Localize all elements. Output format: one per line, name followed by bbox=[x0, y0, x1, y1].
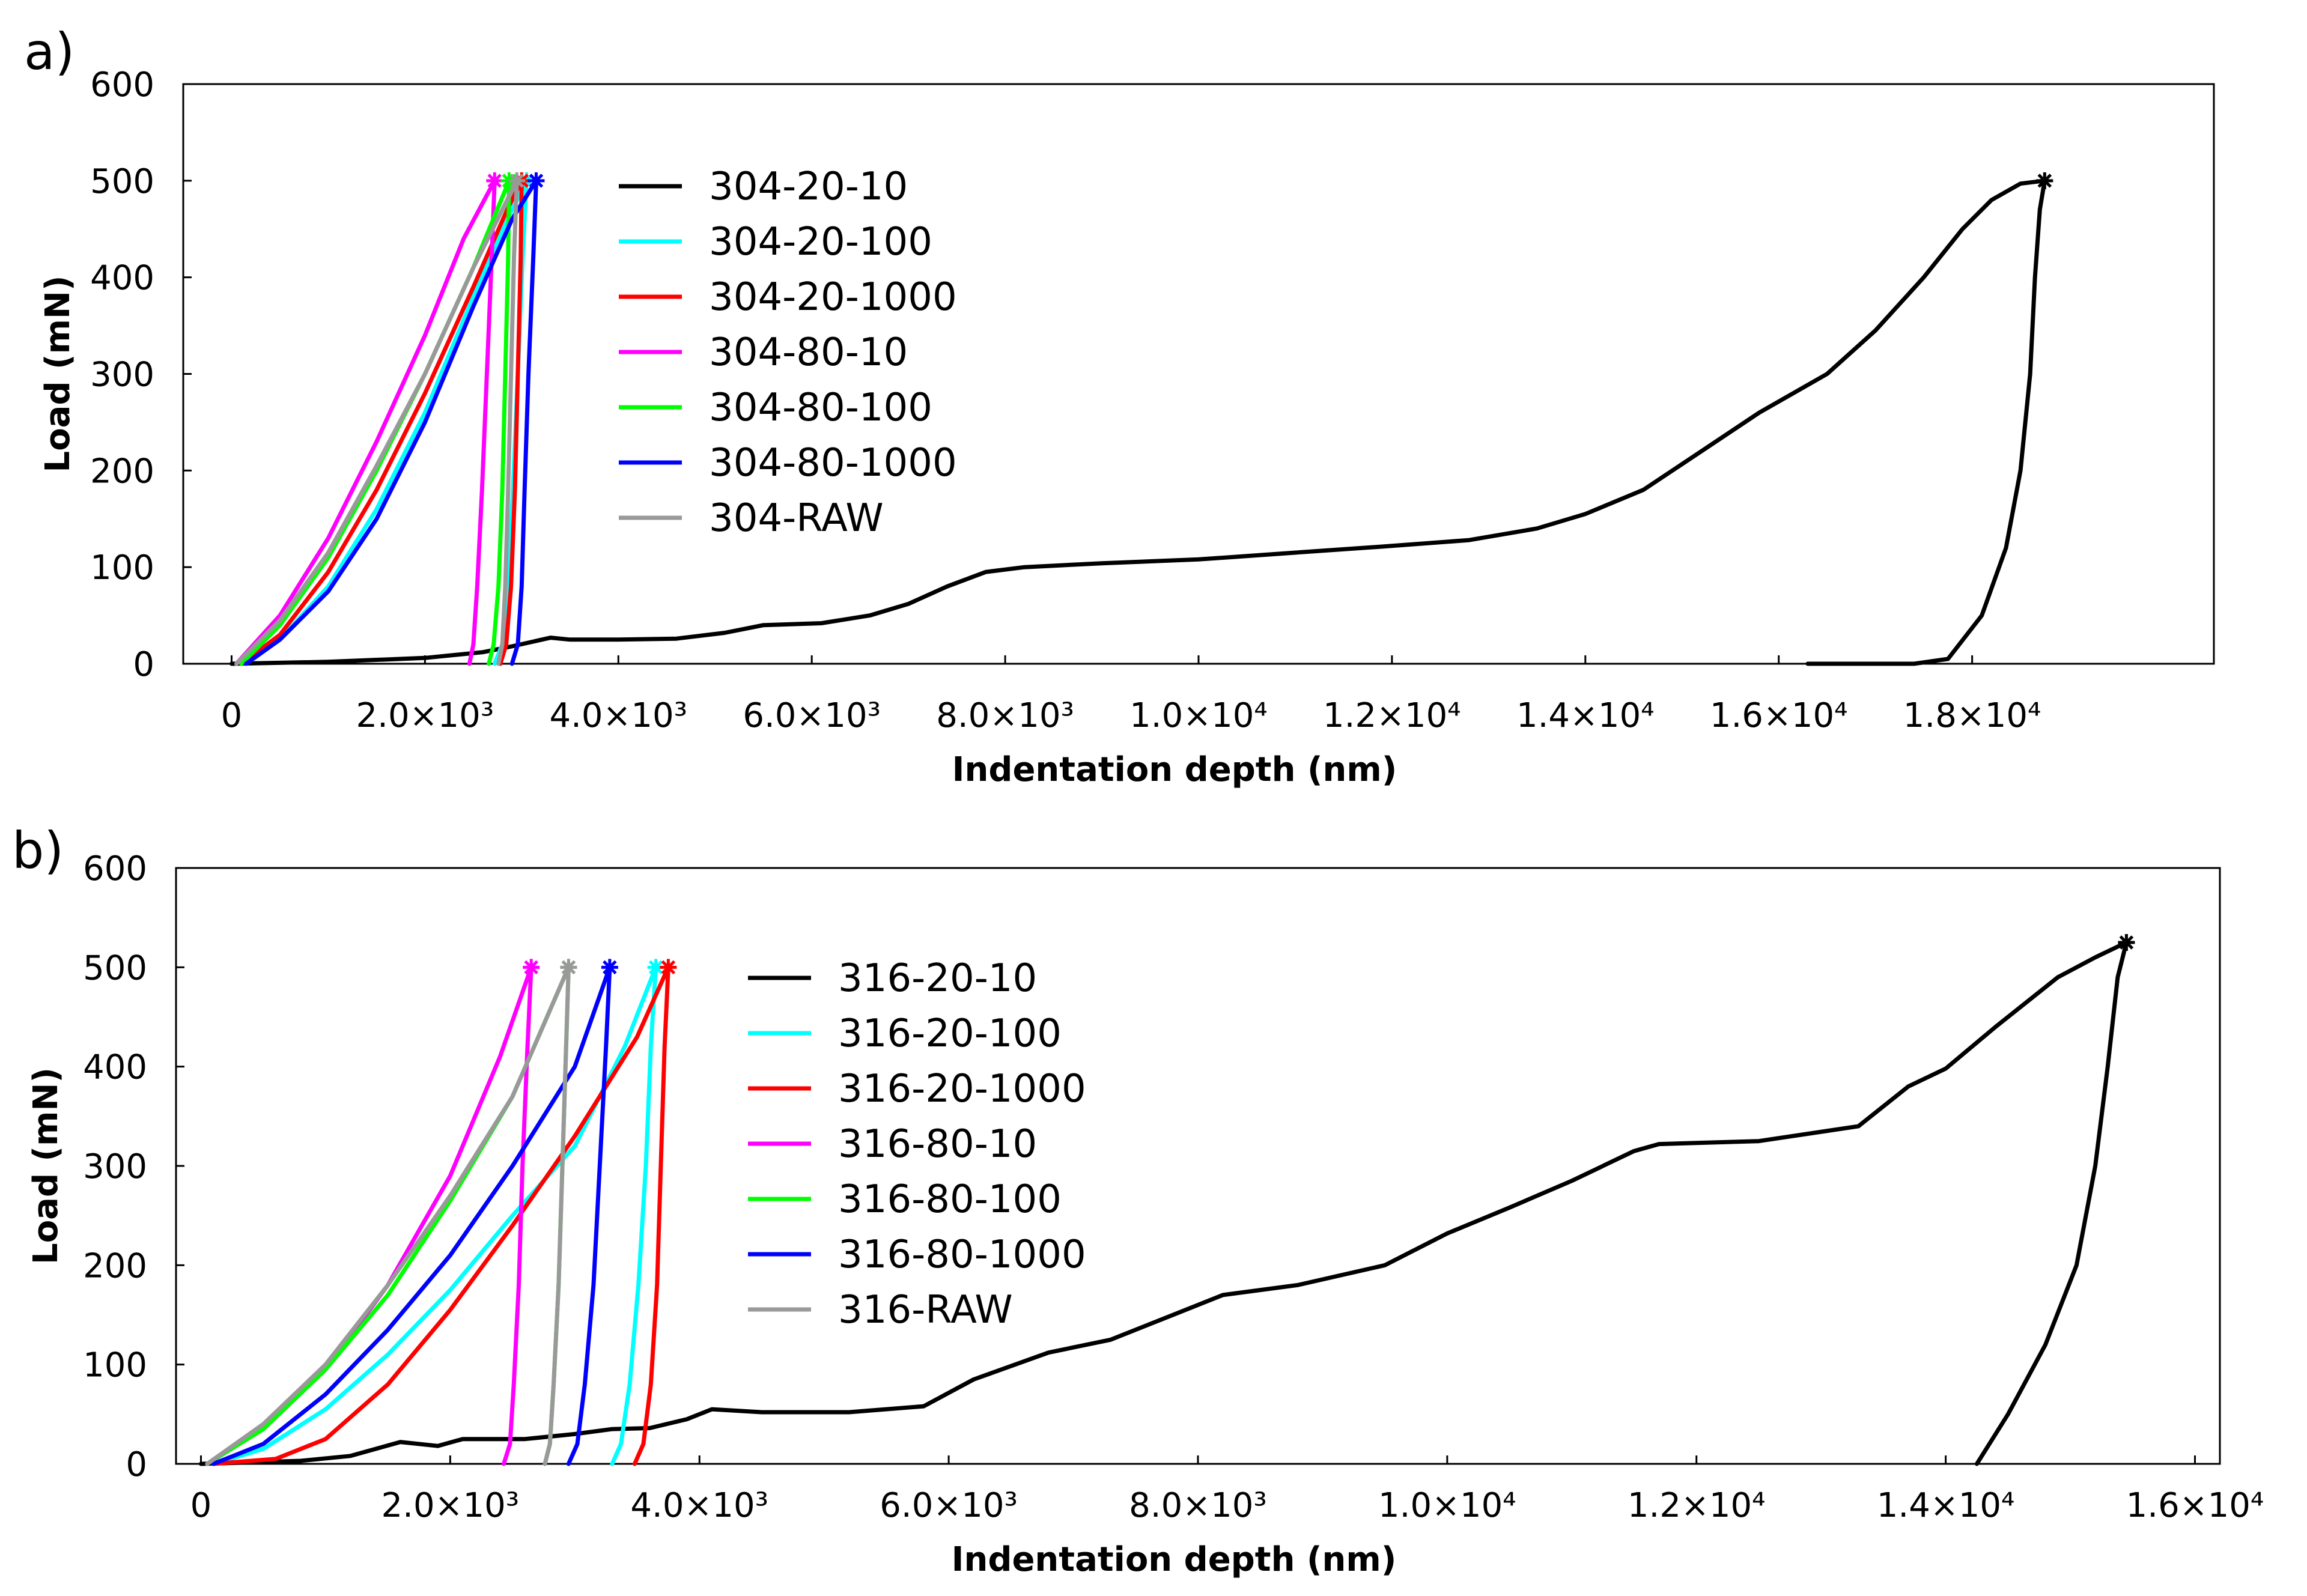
legend-label: 316-20-10 bbox=[838, 956, 1037, 1001]
series-line-304-20-10 bbox=[229, 178, 2047, 666]
panel-label: a) bbox=[24, 22, 74, 81]
chart-a: a) 0 100 200 300 400 500 600 0 2.0×10³ 4.0×10³ 6.0×… bbox=[24, 22, 2215, 789]
panel-label: b) bbox=[12, 821, 64, 880]
x-tick-label: 1.4×10⁴ bbox=[1877, 1486, 2015, 1525]
series-line-304-80-100 bbox=[239, 178, 511, 666]
series-line-316-80-10 bbox=[205, 965, 533, 1466]
series-line-304-80-1000 bbox=[244, 178, 538, 666]
series-line-316-20-1000 bbox=[211, 965, 670, 1466]
y-tick-label: 100 bbox=[90, 548, 154, 587]
legend-label: 304-80-10 bbox=[709, 330, 908, 375]
x-tick-label: 8.0×10³ bbox=[936, 696, 1074, 735]
series-line-304-20-100 bbox=[244, 178, 529, 666]
y-tick-label: 200 bbox=[90, 452, 154, 491]
y-tick-label: 300 bbox=[90, 356, 154, 395]
series-line-316-80-1000 bbox=[211, 965, 612, 1466]
x-axis-label: Indentation depth (nm) bbox=[952, 1540, 1397, 1579]
x-tick-label: 0 bbox=[221, 696, 243, 735]
legend-label: 304-80-1000 bbox=[709, 441, 957, 485]
plot-frame bbox=[175, 867, 2221, 1465]
y-axis-label: Load (mN) bbox=[26, 1067, 65, 1264]
chart-b: b) 0 100 200 300 400 500 600 0 2.0×10³ 4.0×10³ 6.0×… bbox=[12, 821, 2264, 1579]
peak-marker-316-RAW bbox=[560, 959, 577, 976]
legend-label: 304-80-100 bbox=[709, 386, 932, 430]
series-line-316-20-10 bbox=[199, 940, 2129, 1466]
x-tick-label: 1.0×10⁴ bbox=[1129, 696, 1268, 735]
legend-label: 304-20-100 bbox=[709, 220, 932, 264]
series-line-316-20-100 bbox=[211, 965, 658, 1466]
peak-marker-316-20-10 bbox=[2118, 934, 2135, 951]
x-tick-label: 1.0×10⁴ bbox=[1378, 1486, 1516, 1525]
x-tick-label: 6.0×10³ bbox=[880, 1486, 1018, 1525]
legend-label: 316-80-10 bbox=[838, 1122, 1037, 1167]
legend-label: 304-20-10 bbox=[709, 165, 908, 209]
y-tick-label: 600 bbox=[83, 849, 147, 888]
y-tick-label: 300 bbox=[83, 1147, 147, 1186]
legend-label: 316-20-1000 bbox=[838, 1067, 1086, 1111]
y-tick-label: 500 bbox=[90, 162, 154, 201]
x-tick-label: 8.0×10³ bbox=[1129, 1486, 1267, 1525]
x-tick-label: 1.4×10⁴ bbox=[1516, 696, 1655, 735]
x-tick-label: 1.2×10⁴ bbox=[1628, 1486, 1766, 1525]
x-tick-label: 1.8×10⁴ bbox=[1903, 696, 2041, 735]
y-tick-label: 200 bbox=[83, 1246, 147, 1285]
y-tick-label: 400 bbox=[83, 1048, 147, 1087]
peak-marker-316-80-1000 bbox=[601, 959, 618, 976]
x-tick-label: 0 bbox=[190, 1486, 212, 1525]
x-tick-label: 1.6×10⁴ bbox=[2126, 1486, 2264, 1525]
peak-marker-304-80-10 bbox=[486, 172, 503, 189]
peak-marker-304-RAW bbox=[508, 172, 526, 189]
legend-label: 316-20-100 bbox=[838, 1012, 1062, 1056]
y-tick-label: 400 bbox=[90, 259, 154, 298]
legend-label: 316-80-100 bbox=[838, 1177, 1062, 1222]
peak-marker-316-20-1000 bbox=[660, 959, 677, 976]
x-tick-label: 2.0×10³ bbox=[381, 1486, 520, 1525]
legend-label: 304-20-1000 bbox=[709, 275, 957, 320]
y-axis-label: Load (mN) bbox=[38, 276, 78, 473]
legend-label: 316-80-1000 bbox=[838, 1233, 1086, 1277]
legend-label: 304-RAW bbox=[709, 496, 884, 541]
peak-marker-316-80-10 bbox=[523, 959, 540, 976]
y-tick-label: 500 bbox=[83, 948, 147, 988]
peak-marker-316-20-100 bbox=[647, 959, 664, 976]
x-tick-label: 2.0×10³ bbox=[356, 696, 494, 735]
series-line-304-80-10 bbox=[234, 178, 497, 666]
y-tick-label: 0 bbox=[126, 1445, 147, 1484]
x-tick-label: 4.0×10³ bbox=[549, 696, 687, 735]
x-tick-label: 1.2×10⁴ bbox=[1323, 696, 1461, 735]
peak-marker-304-20-10 bbox=[2036, 172, 2053, 189]
legend-label: 316-RAW bbox=[838, 1288, 1013, 1332]
x-axis-label: Indentation depth (nm) bbox=[952, 750, 1397, 789]
x-tick-label: 6.0×10³ bbox=[743, 696, 881, 735]
y-tick-label: 0 bbox=[133, 645, 154, 684]
y-tick-label: 600 bbox=[90, 65, 154, 105]
y-tick-label: 100 bbox=[83, 1346, 147, 1385]
x-tick-label: 4.0×10³ bbox=[630, 1486, 768, 1525]
x-tick-label: 1.6×10⁴ bbox=[1710, 696, 1848, 735]
peak-marker-304-80-1000 bbox=[527, 172, 545, 189]
